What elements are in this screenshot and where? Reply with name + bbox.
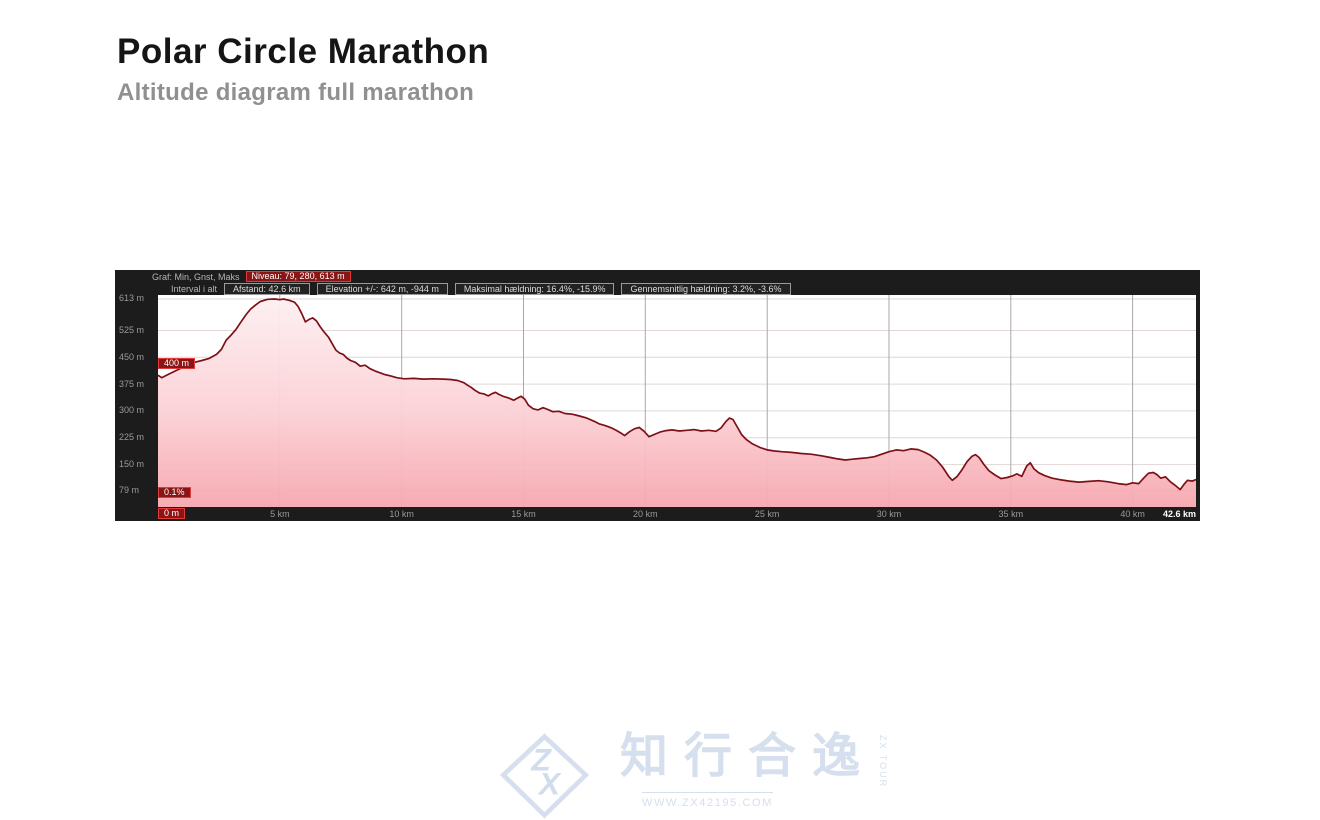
x-tick-label: 10 km — [389, 509, 414, 519]
x-tick-label: 5 km — [270, 509, 290, 519]
stat-avg-grade: Gennemsnitlig hældning: 3.2%, -3.6% — [621, 283, 791, 295]
stat-elevation: Elevation +/-: 642 m, -944 m — [316, 283, 448, 295]
elevation-area-chart — [158, 295, 1196, 507]
y-tick-label: 150 m — [119, 459, 145, 470]
y-tick-label: 613 m — [119, 293, 145, 304]
plot-area: 400 m 0.1% — [158, 295, 1196, 507]
niveau-badge: Niveau: 79, 280, 613 m — [245, 271, 351, 282]
origin-badge: 0 m — [158, 508, 186, 519]
altitude-chart: Graf: Min, Gnst, Maks Niveau: 79, 280, 6… — [115, 270, 1200, 521]
x-tick-label: 42.6 km — [1162, 509, 1196, 519]
stat-max-grade: Maksimal hældning: 16.4%, -15.9% — [454, 283, 615, 295]
y-tick-label: 79 m — [119, 484, 140, 495]
x-axis: 0 m 5 km 10 km 15 km 20 km 25 km 30 km 35 km 40… — [115, 507, 1200, 521]
chart-stats-row-interval: Interval i alt Afstand: 42.6 km Elevatio… — [115, 283, 1200, 295]
y-tick-label: 525 m — [119, 324, 145, 335]
graph-minmax-label: Graf: Min, Gnst, Maks — [152, 271, 240, 282]
stat-distance: Afstand: 42.6 km — [224, 283, 310, 295]
svg-text:X: X — [537, 766, 562, 802]
x-tick-label: 25 km — [754, 509, 780, 519]
start-elevation-badge: 400 m — [158, 358, 196, 369]
watermark: Z X 知行合逸 ZX TOUR WWW.ZX42195.COM — [497, 731, 888, 819]
x-tick-label: 40 km — [1120, 509, 1145, 519]
y-tick-label: 225 m — [119, 432, 145, 443]
watermark-logo-icon: Z X — [499, 733, 590, 819]
y-tick-label: 300 m — [119, 405, 145, 416]
page-title: Polar Circle Marathon — [117, 32, 490, 71]
x-tick-label: 15 km — [511, 509, 536, 519]
chart-stats-row-graph: Graf: Min, Gnst, Maks Niveau: 79, 280, 6… — [115, 270, 1200, 283]
y-tick-label: 375 m — [119, 378, 145, 389]
y-tick-label: 450 m — [119, 351, 145, 362]
watermark-url: WWW.ZX42195.COM — [642, 792, 773, 809]
page-subtitle: Altitude diagram full marathon — [117, 79, 475, 106]
x-tick-label: 20 km — [633, 509, 658, 519]
grade-badge: 0.1% — [158, 487, 191, 498]
watermark-cjk-text: 知行合逸 — [620, 730, 877, 783]
watermark-side-text: ZX TOUR — [878, 735, 889, 789]
svg-text:Z: Z — [530, 741, 552, 777]
x-tick-label: 30 km — [876, 509, 902, 519]
interval-label: Interval i alt — [171, 284, 218, 294]
y-axis-labels: 613 m 525 m 450 m 375 m 300 m 225 m 150 m 79 m — [115, 270, 158, 521]
x-tick-label: 35 km — [998, 509, 1024, 519]
